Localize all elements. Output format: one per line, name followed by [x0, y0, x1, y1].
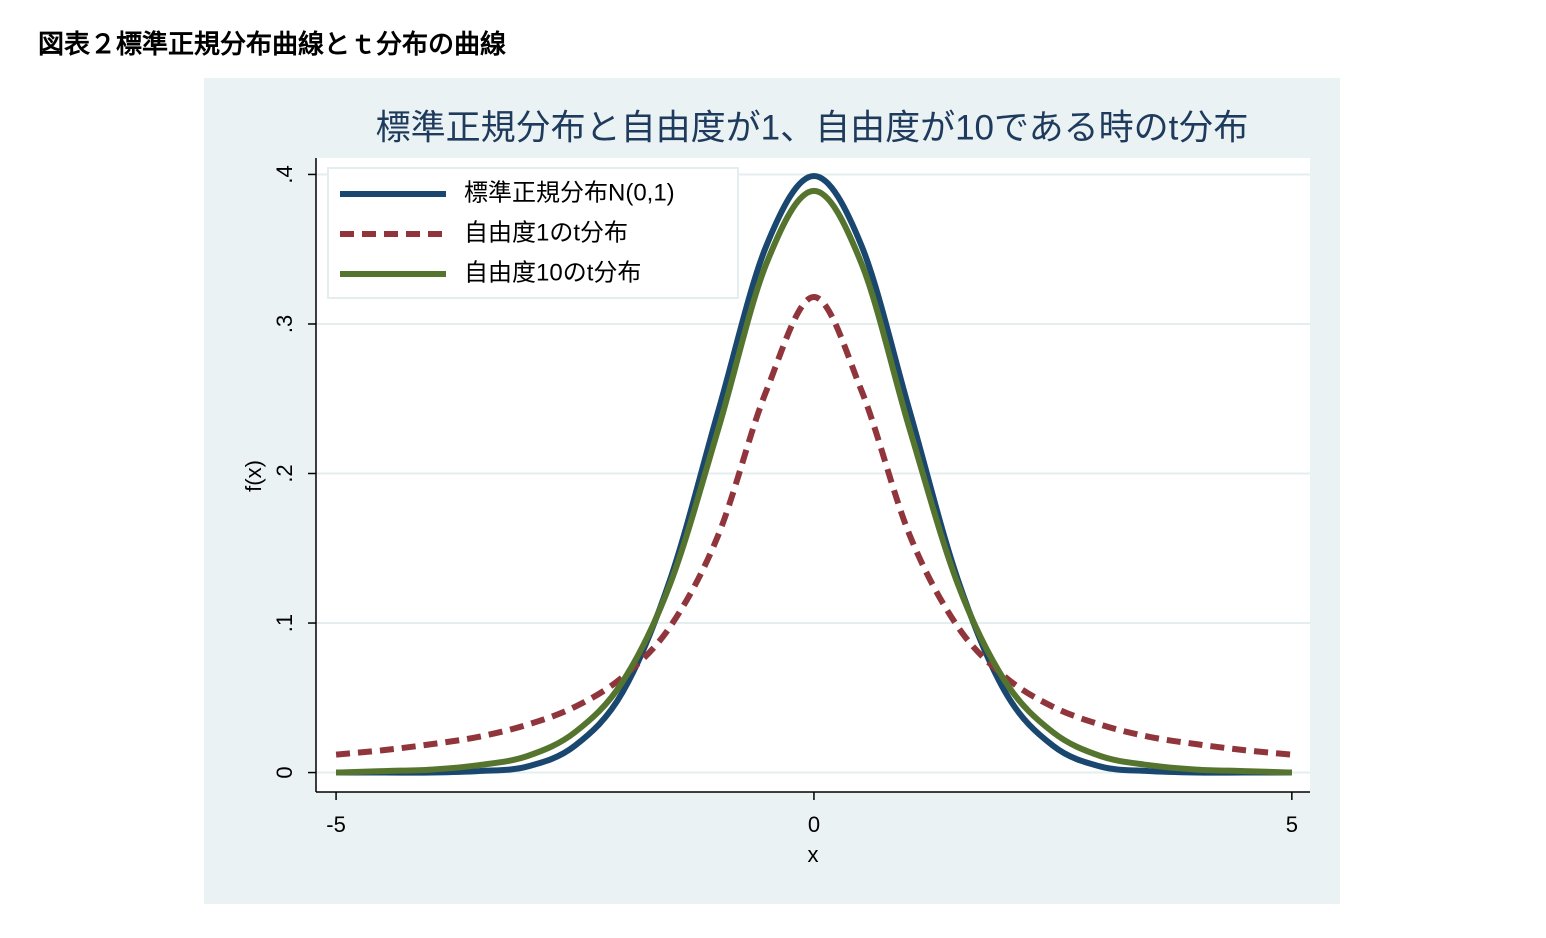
y-axis-label: f(x): [241, 460, 266, 492]
y-tick-label: .2: [272, 464, 297, 482]
y-tick-label: .3: [272, 315, 297, 333]
legend-label: 自由度10のt分布: [464, 259, 641, 286]
series-line: [336, 172, 1292, 776]
x-tick-label: 5: [1286, 812, 1298, 837]
chart-title: 標準正規分布と自由度が1、自由度が10である時のt分布: [376, 108, 1249, 147]
y-tick-label: 0: [272, 766, 297, 778]
x-tick-label: 0: [808, 812, 820, 837]
x-axis-label: x: [808, 842, 819, 867]
series-line: [335, 187, 1292, 776]
series-line: [335, 294, 1293, 758]
legend-label: 自由度1のt分布: [464, 219, 628, 246]
page-title: 図表２標準正規分布曲線とｔ分布の曲線: [38, 29, 506, 59]
legend-label: 標準正規分布N(0,1): [464, 179, 675, 206]
y-tick-label: .4: [272, 165, 297, 183]
y-tick-label: .1: [272, 614, 297, 632]
x-tick-label: -5: [326, 812, 346, 837]
